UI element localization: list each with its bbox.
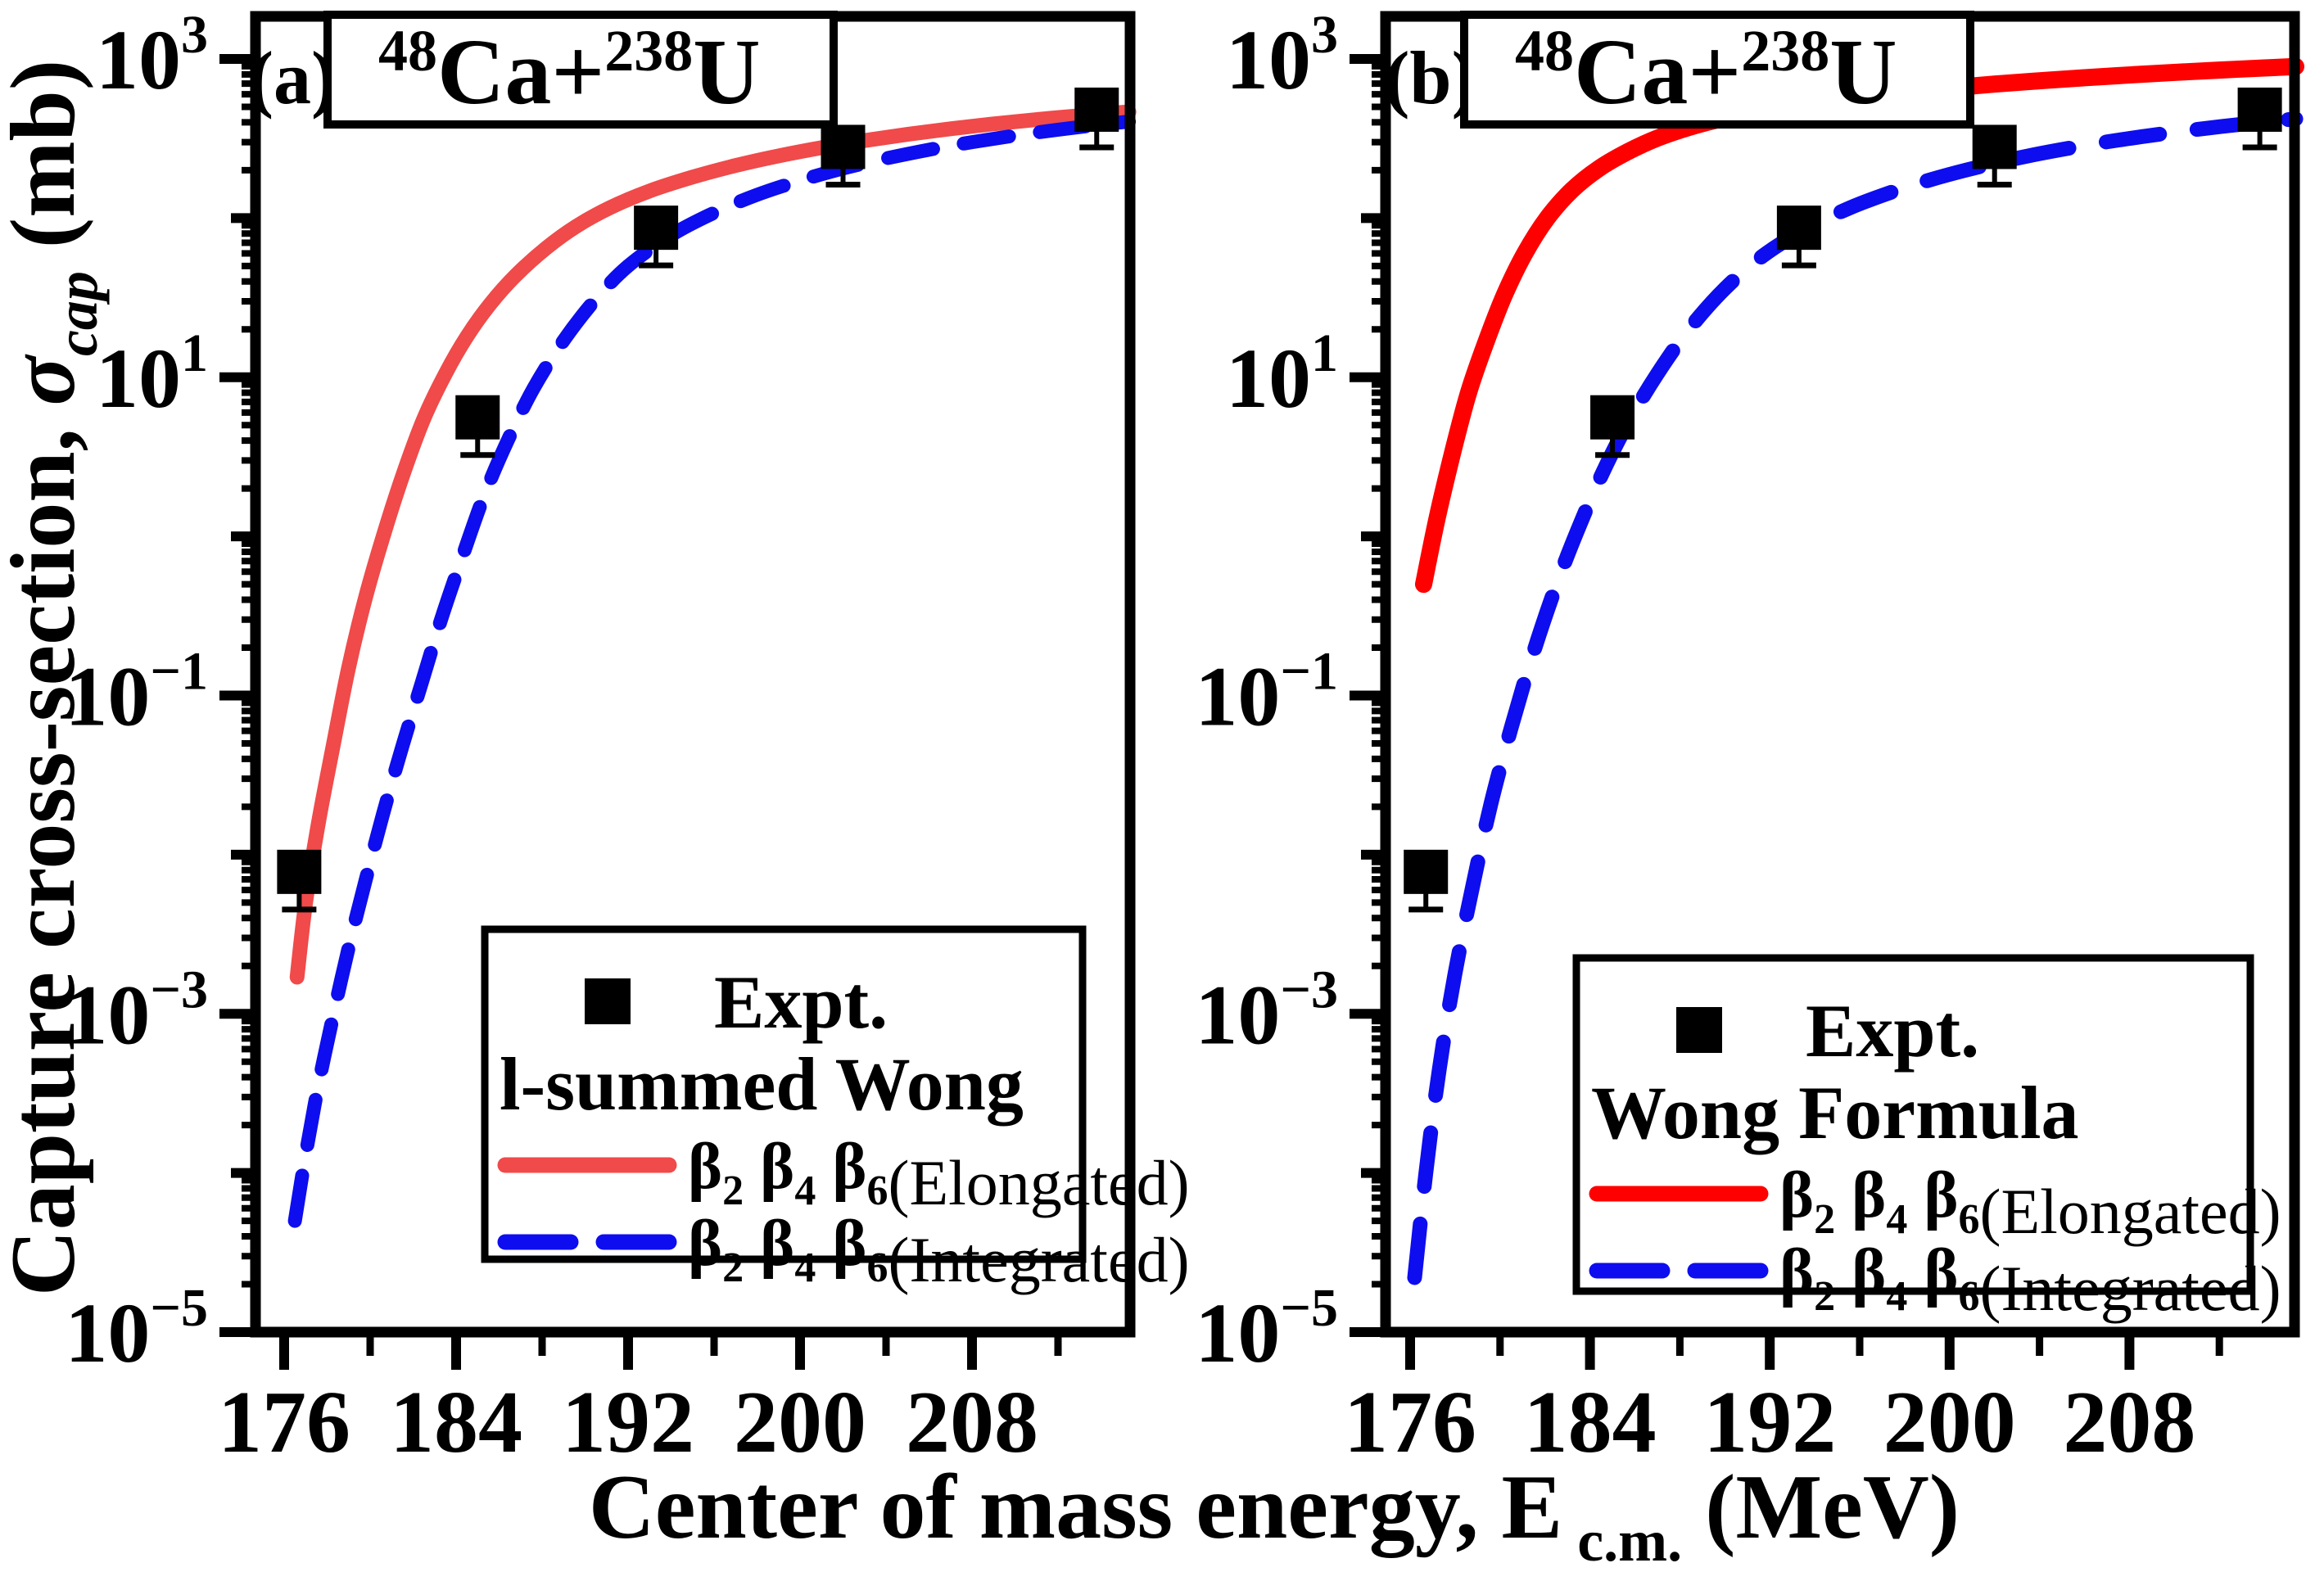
- expt-point: [1590, 395, 1635, 440]
- y-tick-label: 10−1: [1195, 642, 1338, 744]
- legend-model-label: l-summed Wong: [500, 1042, 1024, 1126]
- x-tick-label: 184: [1524, 1374, 1657, 1471]
- curve-beta2-beta4-beta6-elongated: [289, 104, 1137, 985]
- x-tick-label: 208: [2063, 1374, 2195, 1471]
- expt-point: [821, 124, 866, 169]
- curve-beta2-beta4-beta6-integrated: [287, 115, 1137, 1228]
- legend-expt-marker: [1676, 1007, 1722, 1053]
- y-tick-label: 10−5: [1195, 1278, 1338, 1380]
- legend-expt-marker: [585, 978, 631, 1024]
- y-tick-label: 103: [96, 5, 208, 107]
- expt-point: [1074, 87, 1119, 132]
- expt-point: [455, 395, 500, 440]
- y-tick-label: 101: [96, 323, 208, 426]
- legend-box: [481, 925, 1087, 1263]
- y-tick-label: 10−1: [65, 642, 208, 744]
- expt-point: [634, 206, 679, 251]
- legend-model-label: Wong Formula: [1591, 1071, 2078, 1154]
- y-tick-label: 10−3: [1195, 960, 1338, 1062]
- x-tick-label: 184: [390, 1374, 522, 1471]
- expt-point: [1776, 206, 1821, 251]
- x-tick-label: 200: [734, 1374, 866, 1471]
- panel-label: (a): [248, 36, 336, 120]
- x-axis-title: Center of mass energy, E c.m. (MeV): [589, 1457, 1960, 1572]
- curve-beta2-beta4-beta6-integrated: [1407, 111, 2304, 1285]
- x-tick-label: 208: [906, 1374, 1038, 1471]
- y-tick-label: 101: [1226, 323, 1338, 426]
- legend-expt-label: Expt.: [1806, 989, 1979, 1073]
- legend-series-label-elongated: β2 β4 β6(Elongated): [1779, 1159, 2281, 1247]
- x-tick-label: 176: [218, 1374, 350, 1471]
- legend-series-label-integrated: β2 β4 β6(Integrated): [688, 1208, 1190, 1295]
- y-axis-title: Capture cross-section, σcap (mb): [0, 60, 110, 1296]
- legend-series-label-elongated: β2 β4 β6(Elongated): [688, 1131, 1190, 1218]
- legend-expt-label: Expt.: [714, 960, 888, 1044]
- y-tick-label: 10−3: [65, 960, 208, 1062]
- y-tick-label: 103: [1226, 5, 1338, 107]
- reaction-label: 48Ca+238U: [1515, 18, 1897, 124]
- reaction-label: 48Ca+238U: [378, 18, 761, 124]
- expt-point: [2237, 87, 2282, 132]
- reaction-box: [323, 11, 838, 129]
- expt-point: [277, 849, 322, 894]
- x-tick-label: 192: [1703, 1374, 1836, 1471]
- expt-point: [1404, 849, 1449, 894]
- legend-series-label-integrated: β2 β4 β6(Integrated): [1779, 1236, 2281, 1324]
- x-tick-label: 200: [1883, 1374, 2016, 1471]
- reaction-box: [1460, 11, 1974, 129]
- y-tick-label: 10−5: [65, 1278, 208, 1380]
- x-tick-label: 176: [1344, 1374, 1476, 1471]
- expt-point: [1972, 124, 2017, 169]
- x-tick-label: 192: [562, 1374, 694, 1471]
